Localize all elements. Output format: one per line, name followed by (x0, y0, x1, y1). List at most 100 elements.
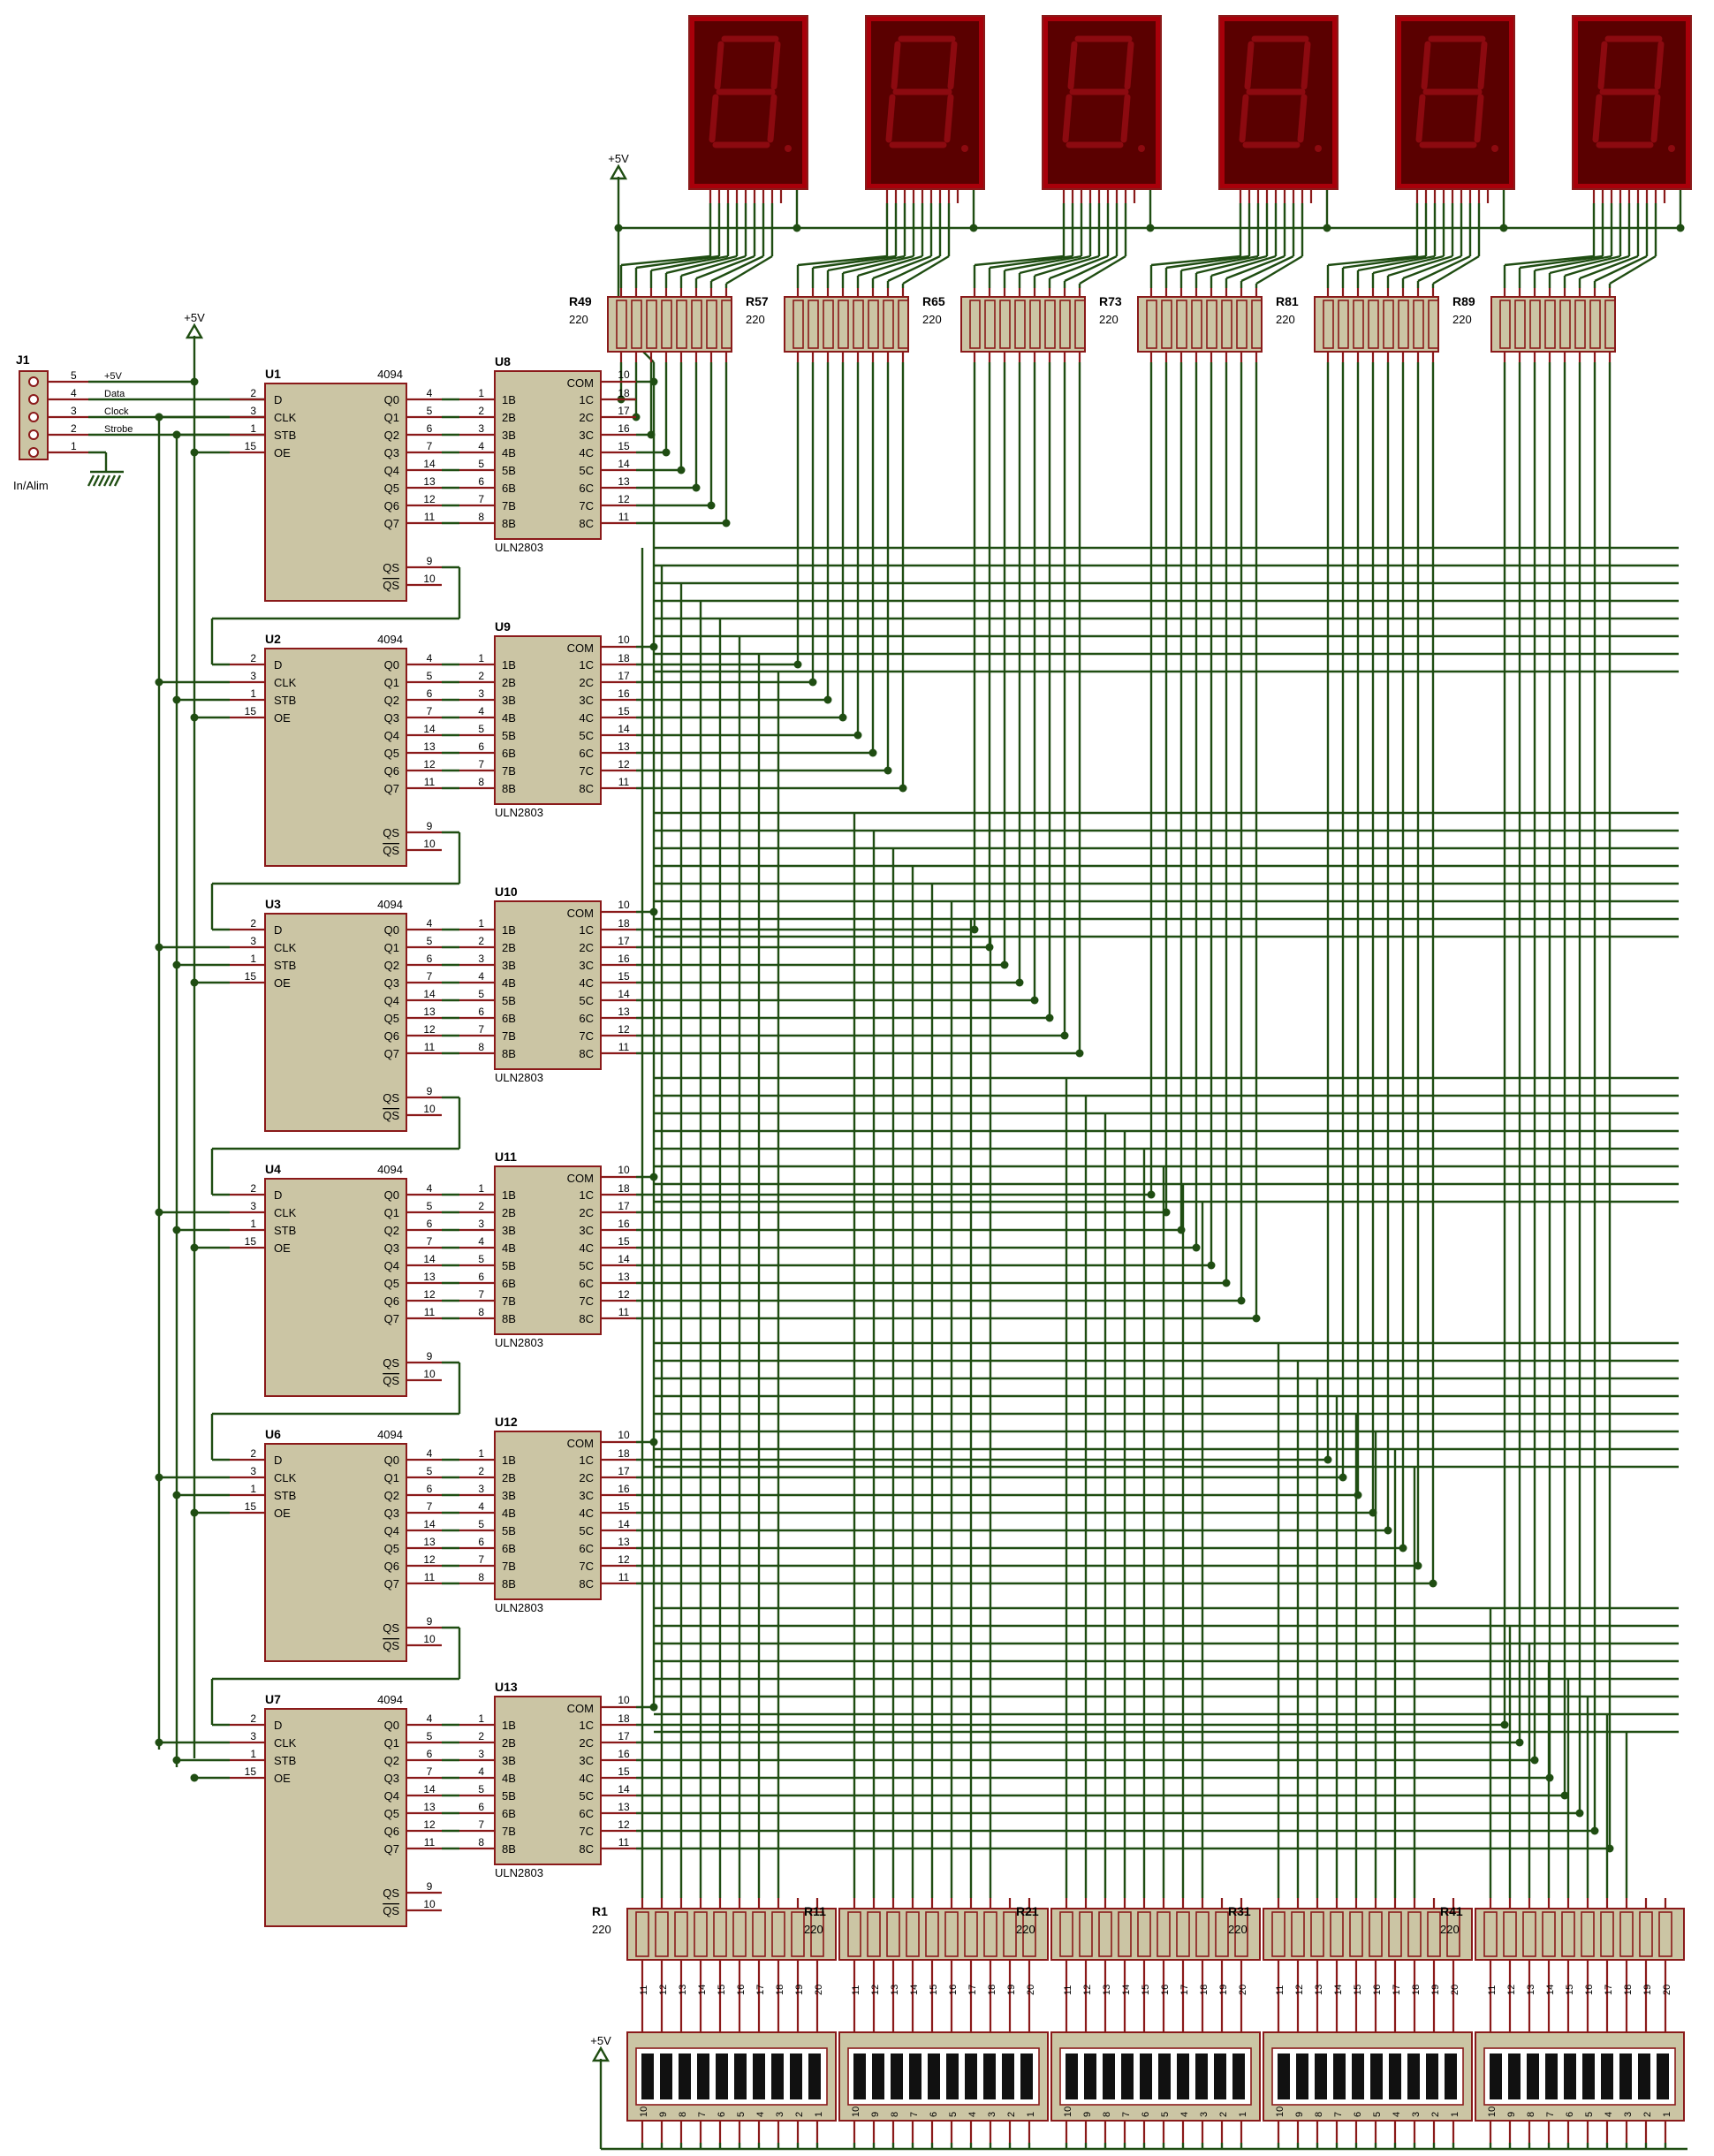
bargraph-segment (1103, 2054, 1115, 2099)
label: 14 (423, 1518, 436, 1530)
bargraph-pin-number: 12 (870, 1985, 881, 1995)
bargraph-pin-number: 10 (1275, 2107, 1286, 2117)
label: 6 (427, 1218, 433, 1230)
bargraph-segment (790, 2054, 802, 2099)
label: 17 (618, 670, 630, 682)
wire (650, 254, 729, 272)
label: 13 (423, 1801, 436, 1813)
label: D (274, 393, 282, 406)
bargraph-segment (679, 2054, 691, 2099)
junction-dot (677, 466, 686, 474)
label: 7B (502, 1029, 516, 1043)
bargraph-pin-number: 17 (1179, 1985, 1190, 1995)
label: 3 (250, 1200, 256, 1212)
seven-seg-segment (1597, 41, 1608, 90)
label: 12 (618, 1818, 630, 1831)
resistor-element (1604, 300, 1616, 349)
label: 2 (250, 1182, 256, 1195)
wire (1402, 254, 1462, 280)
bargraph-pin-number: 9 (1082, 2112, 1093, 2117)
label: 17 (618, 1465, 630, 1477)
junction-dot (970, 925, 979, 934)
resistor-element (964, 1911, 978, 1957)
seven-seg-segment (1124, 41, 1134, 90)
bargraph-pin-number: 11 (1275, 1985, 1286, 1995)
resistor-element (1369, 1911, 1383, 1957)
bargraph-pin-number: 16 (736, 1985, 747, 1995)
label: 12 (618, 1023, 630, 1036)
bargraph-pin-number: 2 (794, 2112, 805, 2117)
label: Q5 (384, 1277, 399, 1290)
label: Q1 (384, 411, 399, 424)
label: Q1 (384, 1471, 399, 1484)
label: Q2 (384, 429, 399, 442)
bargraph-pin-number: 18 (1199, 1985, 1210, 1995)
shift-register-4094 (264, 913, 407, 1132)
label: Q4 (384, 464, 399, 477)
wire (1165, 254, 1250, 270)
seven-seg-segment (1592, 94, 1603, 143)
bargraph-pin-number: 15 (929, 1985, 939, 1995)
wire (1064, 254, 1118, 283)
label: 16 (618, 1748, 630, 1760)
seven-seg-face (1048, 21, 1156, 184)
label: 1B (502, 393, 516, 406)
label: 13 (423, 1536, 436, 1548)
label: QS (383, 1621, 399, 1635)
bargraph-pin-number: 20 (814, 1985, 824, 1995)
resistor-element (1310, 1911, 1324, 1957)
label: 14 (618, 1518, 630, 1530)
driver-part: ULN2803 (495, 1336, 543, 1349)
label: Q5 (384, 1542, 399, 1555)
connector-pin-label: +5V (104, 371, 123, 382)
bargraph-pin-number: 13 (1314, 1985, 1324, 1995)
label: COM (567, 1172, 594, 1185)
label: 3 (71, 405, 77, 417)
resistor-network (607, 296, 732, 353)
wire (1150, 254, 1241, 267)
label: 7 (478, 1288, 484, 1301)
label: 7 (427, 1765, 433, 1778)
wire (97, 474, 106, 487)
label: 3 (250, 935, 256, 947)
label: 9 (427, 1880, 433, 1893)
label: 5 (478, 1783, 484, 1795)
resistor-element (1176, 300, 1187, 349)
label: 7C (579, 1825, 594, 1838)
resistor-element (1499, 300, 1511, 349)
label: 11 (618, 776, 630, 788)
label: 11 (424, 1571, 436, 1583)
shift-register-part: 4094 (377, 898, 403, 911)
wire (1079, 254, 1126, 285)
label: 8 (478, 776, 484, 788)
junction-dot (155, 1208, 163, 1217)
label: 7C (579, 1560, 594, 1573)
seven-seg-segment (1120, 94, 1131, 143)
junction-dot (1530, 1756, 1539, 1765)
label: 4C (579, 976, 594, 990)
label: Q6 (384, 764, 399, 778)
label: 5 (427, 405, 433, 417)
bargraph-pin-number: 17 (967, 1985, 978, 1995)
label: 4 (478, 1235, 484, 1248)
label: 15 (618, 1765, 630, 1778)
label: CLK (274, 1471, 297, 1484)
label: Q1 (384, 676, 399, 689)
resistor-ref: R49 (569, 294, 592, 308)
connector-pin-ring (28, 429, 39, 440)
label: 10 (618, 1164, 630, 1176)
bargraph-pin-number: 11 (851, 1985, 861, 1995)
bargraph-segment (1066, 2054, 1078, 2099)
label: 4 (478, 1765, 484, 1778)
resistor-element (969, 300, 981, 349)
driver-uln2803 (494, 900, 602, 1070)
seven-seg-segment (1477, 41, 1488, 90)
resistor-element (847, 1911, 861, 1957)
resistor-element (721, 300, 732, 349)
bargraph-pin-number: 2 (1642, 2112, 1653, 2117)
wire (1594, 254, 1648, 283)
label: 11 (618, 511, 630, 523)
label: 8 (478, 1571, 484, 1583)
junction-dot (1252, 1314, 1261, 1323)
label: 11 (424, 1041, 436, 1053)
